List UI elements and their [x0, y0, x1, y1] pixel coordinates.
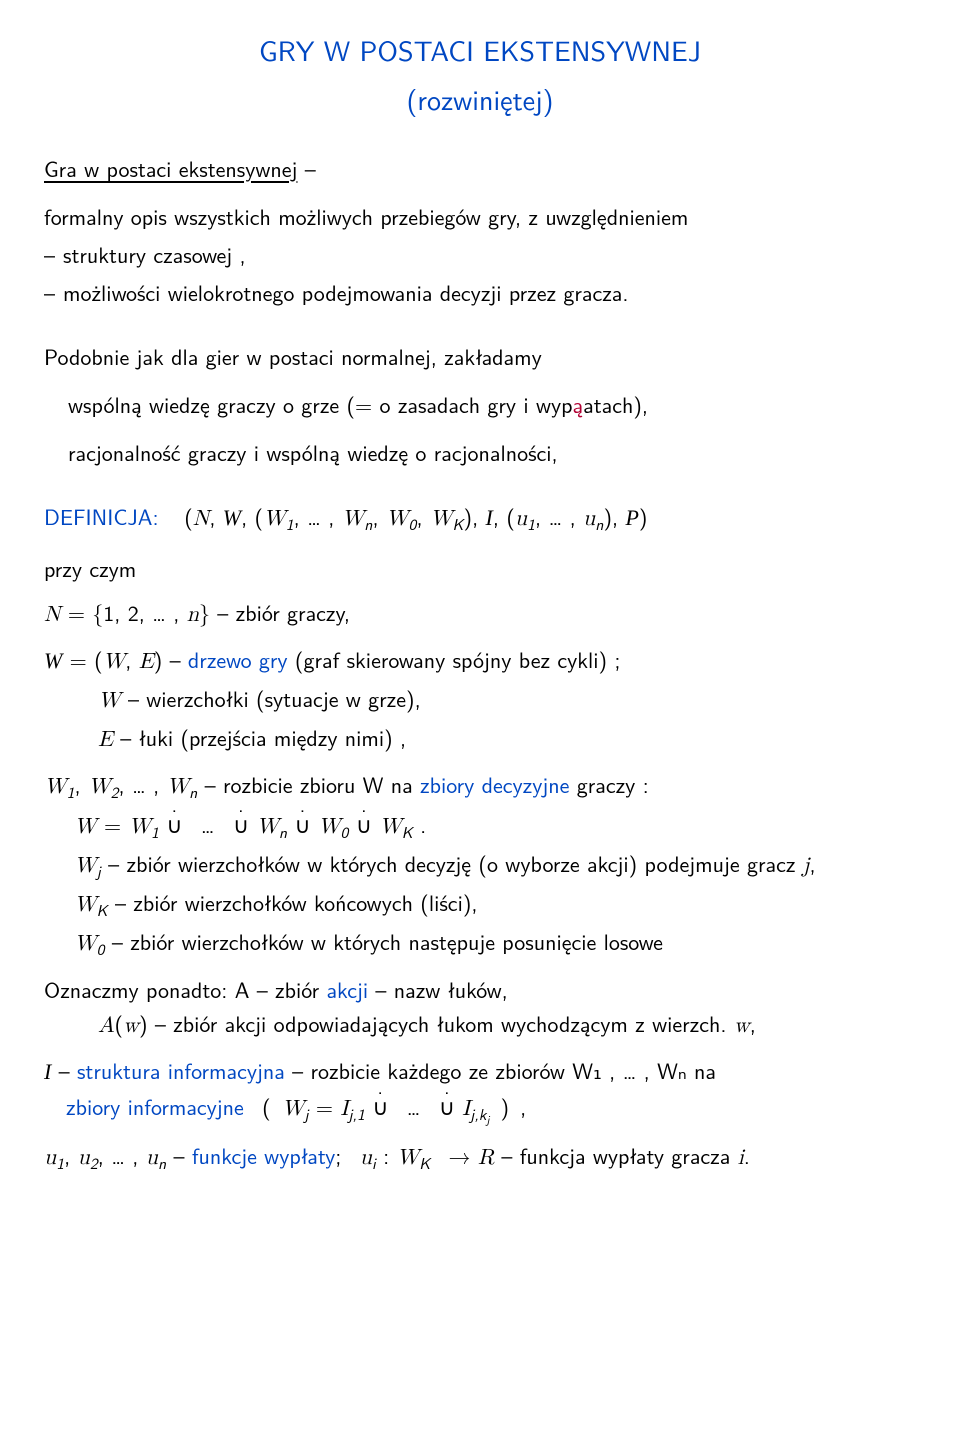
- intro-lead: Gra w postaci ekstensywnej –: [44, 151, 916, 185]
- intro-bullet-1-text: struktury czasowej ,: [63, 237, 916, 271]
- entry-I-mid: – rozbicie każdego ze zbiorów W₁ , … , W…: [285, 1054, 716, 1086]
- entry-I-blue1: struktura informacyjna: [70, 1054, 285, 1086]
- page-subtitle: (rozwiniętej): [44, 77, 916, 120]
- definition-line: DEFINICJA: (N, W, (W1, … , Wn, W0, WK), …: [44, 499, 916, 536]
- entry-Wlist-subs: W = W1 ∪ … ∪ Wn ∪ W0 ∪ WK . Wj – zbiór w…: [74, 807, 916, 962]
- intro-bullet-1: – struktury czasowej ,: [44, 237, 916, 271]
- definition-list: N = {1, 2, … , n} – zbiór graczy, W = (W…: [44, 595, 916, 1175]
- dash-icon: –: [44, 275, 63, 309]
- entry-u-blue: funkcje wypłaty: [185, 1139, 336, 1171]
- entry-W-sub1: W – wierzchołki (sytuacje w grze),: [98, 681, 916, 718]
- entry-I: I – struktura informacyjna – rozbicie ka…: [44, 1053, 916, 1128]
- definition-tuple: (N, W, (W1, … , Wn, W0, WK), I, (u1, … ,…: [184, 500, 647, 532]
- entry-Wlist-union: W = W1 ∪ … ∪ Wn ∪ W0 ∪ WK .: [74, 807, 916, 844]
- entry-W-blue: drzewo gry: [181, 643, 288, 675]
- entry-N: N = {1, 2, … , n} – zbiór graczy,: [44, 595, 916, 632]
- entry-W-subs: W – wierzchołki (sytuacje w grze), E – ł…: [98, 681, 916, 757]
- para2-b1-red: ą: [573, 388, 584, 420]
- entry-Wlist-tail: graczy :: [569, 768, 648, 800]
- entry-Wlist-Wj: Wj – zbiór wierzchołków w których decyzj…: [74, 846, 916, 883]
- intro-bullet-2: – możliwości wielokrotnego podejmowania …: [44, 275, 916, 309]
- entry-u: u1, u2, … , un – funkcje wypłaty; ui : W…: [44, 1138, 916, 1175]
- intro-lead-tail: –: [297, 152, 315, 184]
- entry-A-pre: Oznaczmy ponadto: A – zbiór: [44, 973, 319, 1005]
- entry-W-sub2: E – łuki (przejścia między nimi) ,: [98, 720, 916, 757]
- page-title: GRY W POSTACI EKSTENSYWNEJ: [44, 28, 916, 71]
- para2-bullet-1: wspólną wiedzę graczy o grze (= o zasada…: [68, 387, 916, 421]
- spacer: [68, 421, 916, 435]
- para2-b1-post: atach),: [583, 388, 648, 420]
- dash-icon: –: [44, 237, 63, 271]
- para2-b1-pre: wspólną wiedzę graczy o grze (= o zasada…: [68, 388, 573, 420]
- intro-bullet-2-text: możliwości wielokrotnego podejmowania de…: [63, 275, 916, 309]
- intro-line: formalny opis wszystkich możliwych przeb…: [44, 199, 916, 233]
- page: GRY W POSTACI EKSTENSYWNEJ (rozwiniętej)…: [0, 0, 960, 1450]
- entry-W-tail: (graf skierowany spójny bez cykli) ;: [288, 643, 621, 675]
- para2-line: Podobnie jak dla gier w postaci normalne…: [44, 339, 916, 373]
- entry-I-line2: zbiory informacyjne ( Wj = Ij,1 ∪ … ∪ Ij…: [66, 1089, 916, 1128]
- entry-W: W = (W, E) – drzewo gry (graf skierowany…: [44, 642, 916, 757]
- entry-A-line2: A(w) – zbiór akcji odpowiadających łukom…: [98, 1006, 916, 1043]
- entry-I-blue2: zbiory informacyjne: [66, 1090, 244, 1122]
- entry-Wlist-blue: zbiory decyzyjne: [413, 768, 570, 800]
- entry-A: Oznaczmy ponadto: A – zbiór akcji – nazw…: [44, 972, 916, 1043]
- entry-Wlist-WK: WK – zbiór wierzchołków końcowych (liści…: [74, 885, 916, 922]
- definition-label: DEFINICJA:: [44, 500, 159, 532]
- entry-N-tail: – zbiór graczy,: [210, 596, 350, 628]
- entry-A-post: – nazw łuków,: [368, 973, 508, 1005]
- definition-after: przy czym: [44, 551, 916, 585]
- entry-Wlist-W0: W0 – zbiór wierzchołków w których następ…: [74, 924, 916, 961]
- para2-bullet-2: racjonalność graczy i wspólną wiedzę o r…: [68, 435, 916, 469]
- para2-bullets: wspólną wiedzę graczy o grze (= o zasada…: [68, 387, 916, 469]
- entry-A-blue: akcji: [319, 973, 368, 1005]
- intro-underlined: Gra w postaci ekstensywnej: [44, 152, 297, 184]
- entry-Wlist: W1, W2, … , Wn – rozbicie zbioru W na zb…: [44, 767, 916, 961]
